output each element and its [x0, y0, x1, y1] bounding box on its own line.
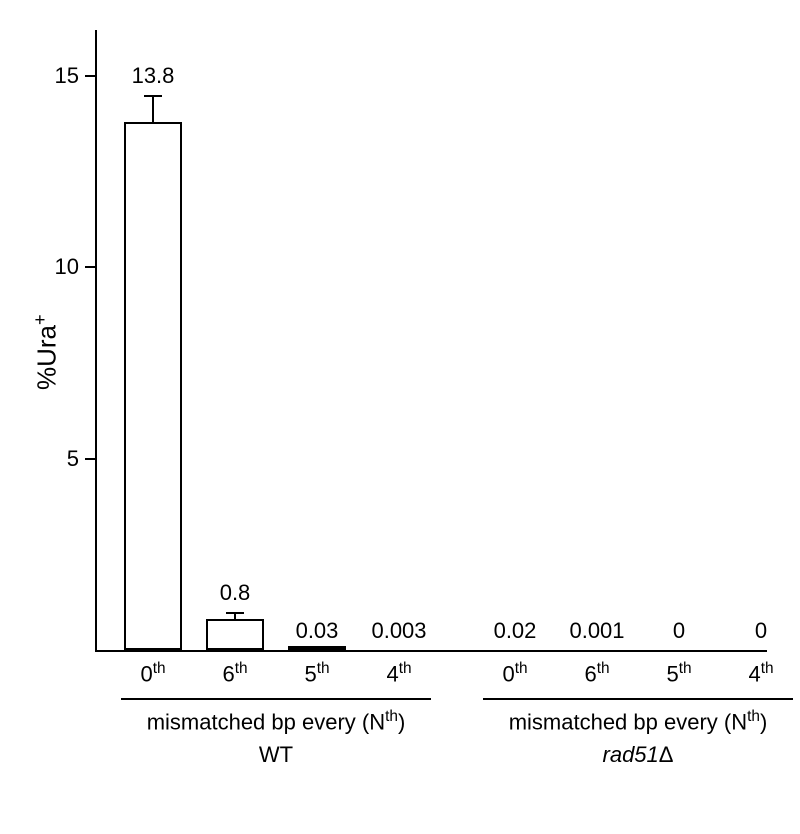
- bar-value-label: 0.003: [371, 618, 426, 644]
- error-bar-cap: [144, 95, 162, 97]
- bar-value-label: 0.001: [569, 618, 624, 644]
- x-tick-label: 5th: [304, 660, 329, 687]
- bar-value-label: 0.02: [494, 618, 537, 644]
- error-bar: [152, 95, 154, 122]
- error-bar-cap: [226, 612, 244, 614]
- bar-chart: 5 10 15 %Ura+ 13.8 0.8 0.03 0.003 0.02 0.001 0 0 0th…: [0, 0, 800, 834]
- bar-value-label: 0.8: [220, 580, 251, 606]
- x-tick-label: 6th: [222, 660, 247, 687]
- y-tick: [85, 266, 95, 268]
- group-underline: [483, 698, 793, 700]
- y-tick: [85, 458, 95, 460]
- x-tick-label: 4th: [386, 660, 411, 687]
- x-tick-label: 4th: [748, 660, 773, 687]
- group-label-line1: mismatched bp every (Nth): [509, 708, 768, 735]
- group-label-line2: rad51Δ: [603, 742, 674, 768]
- y-axis-title: %Ura+: [30, 314, 63, 390]
- bar-value-label: 0.03: [296, 618, 339, 644]
- y-tick-label: 10: [0, 254, 79, 280]
- bar-value-label: 13.8: [132, 63, 175, 89]
- group-label-line1: mismatched bp every (Nth): [147, 708, 406, 735]
- group-underline: [121, 698, 431, 700]
- x-tick-label: 0th: [502, 660, 527, 687]
- x-tick-label: 0th: [140, 660, 165, 687]
- plot-area: [95, 30, 767, 652]
- y-tick-label: 15: [0, 63, 79, 89]
- x-tick-label: 6th: [584, 660, 609, 687]
- y-tick-label: 5: [0, 446, 79, 472]
- group-label-line2: WT: [259, 742, 293, 768]
- bar: [206, 619, 264, 650]
- bar-value-label: 0: [755, 618, 767, 644]
- y-tick: [85, 75, 95, 77]
- bar-value-label: 0: [673, 618, 685, 644]
- bar: [288, 646, 346, 650]
- bar: [124, 122, 182, 650]
- x-tick-label: 5th: [666, 660, 691, 687]
